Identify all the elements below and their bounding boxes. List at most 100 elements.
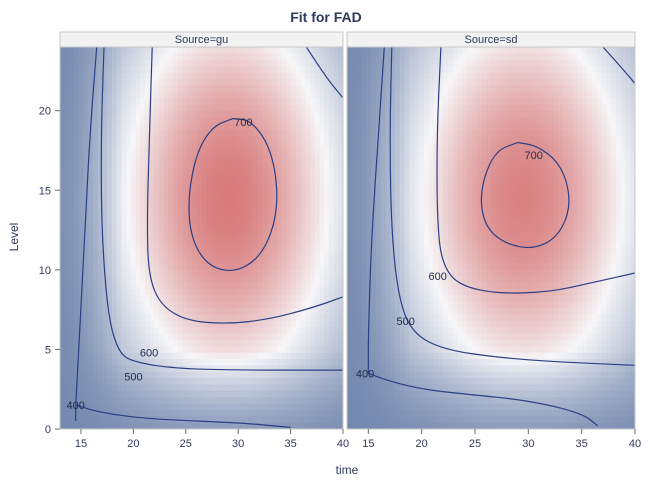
heat-cell <box>291 384 297 392</box>
heat-cell <box>121 193 127 201</box>
heat-cell <box>182 199 188 207</box>
heat-cell <box>234 59 240 67</box>
heat-cell <box>443 390 449 398</box>
heat-cell <box>286 282 292 290</box>
heat-cell <box>324 269 330 277</box>
heat-cell <box>399 269 406 277</box>
heat-cell <box>272 339 278 347</box>
heat-cell <box>291 295 297 303</box>
heat-cell <box>201 167 207 175</box>
heat-cell <box>295 263 302 271</box>
heat-cell <box>60 123 66 131</box>
heat-cell <box>74 66 80 74</box>
heat-cell <box>201 308 207 315</box>
heat-cell <box>281 238 287 245</box>
heat-cell <box>305 276 311 284</box>
heat-cell <box>64 180 71 188</box>
heat-cell <box>111 59 118 67</box>
heat-cell <box>192 174 198 182</box>
heat-cell <box>225 231 231 239</box>
heat-cell <box>121 308 127 315</box>
heat-cell <box>380 180 386 188</box>
heat-cell <box>314 85 321 93</box>
heat-cell <box>239 72 245 80</box>
heat-cell <box>390 167 396 175</box>
heat-cell <box>239 231 245 239</box>
heat-cell <box>154 301 160 309</box>
heat-cell <box>135 47 141 54</box>
heat-cell <box>295 104 302 112</box>
heat-cell <box>83 129 89 137</box>
heat-cell <box>163 123 170 131</box>
heat-cell <box>220 346 226 354</box>
heat-cell <box>140 180 146 188</box>
heat-cell <box>328 295 335 303</box>
heat-cell <box>206 104 212 112</box>
heat-cell <box>281 422 287 429</box>
heat-cell <box>64 206 71 214</box>
heat-cell <box>423 148 430 156</box>
heat-cell <box>428 371 434 379</box>
heat-cell <box>375 155 382 163</box>
heat-cell <box>295 161 302 169</box>
heat-cell <box>144 288 151 296</box>
heat-cell <box>404 327 410 335</box>
heat-cell <box>93 365 99 373</box>
heat-cell <box>404 117 410 124</box>
heat-cell <box>267 53 273 61</box>
heat-cell <box>258 250 264 258</box>
heat-cell <box>239 129 245 137</box>
heat-cell <box>121 91 127 99</box>
heat-cell <box>258 199 264 207</box>
heat-cell <box>130 180 137 188</box>
heat-cell <box>272 97 278 105</box>
heat-cell <box>375 206 382 214</box>
heat-cell <box>305 91 311 99</box>
heat-cell <box>433 212 439 220</box>
heat-cell <box>281 346 287 354</box>
heat-cell <box>305 346 311 354</box>
heat-cell <box>371 218 377 226</box>
heat-cell <box>239 117 245 124</box>
heat-cell <box>253 333 259 341</box>
heat-cell <box>102 148 108 156</box>
heat-cell <box>116 59 122 67</box>
heat-cell <box>258 78 264 86</box>
heat-cell <box>324 174 330 182</box>
heat-cell <box>295 110 302 118</box>
heat-cell <box>239 225 245 233</box>
heat-cell <box>140 59 146 67</box>
heat-cell <box>229 358 236 366</box>
heat-cell <box>276 218 283 226</box>
heat-cell <box>206 409 212 417</box>
heat-cell <box>428 238 434 245</box>
heat-cell <box>154 47 160 54</box>
heat-cell <box>276 339 283 347</box>
heat-cell <box>140 288 146 296</box>
heat-cell <box>196 282 203 290</box>
heat-cell <box>173 308 179 315</box>
heat-cell <box>305 104 311 112</box>
heat-cell <box>220 193 226 201</box>
heat-cell <box>366 263 372 271</box>
heat-cell <box>159 187 165 195</box>
heat-cell <box>319 72 325 80</box>
heat-cell <box>423 110 430 118</box>
heat-cell <box>177 142 184 150</box>
heat-cell <box>93 161 99 169</box>
heat-cell <box>168 365 174 373</box>
heat-cell <box>366 110 372 118</box>
heat-cell <box>135 174 141 182</box>
heat-cell <box>196 250 203 258</box>
heat-cell <box>414 78 420 86</box>
heat-cell <box>64 78 71 86</box>
heat-cell <box>107 59 113 67</box>
heat-cell <box>295 225 302 233</box>
heat-cell <box>414 403 420 411</box>
heat-cell <box>93 238 99 245</box>
heat-cell <box>215 257 221 265</box>
heat-cell <box>69 327 75 335</box>
heat-cell <box>395 78 401 86</box>
heat-cell <box>338 78 343 86</box>
heat-cell <box>206 199 212 207</box>
